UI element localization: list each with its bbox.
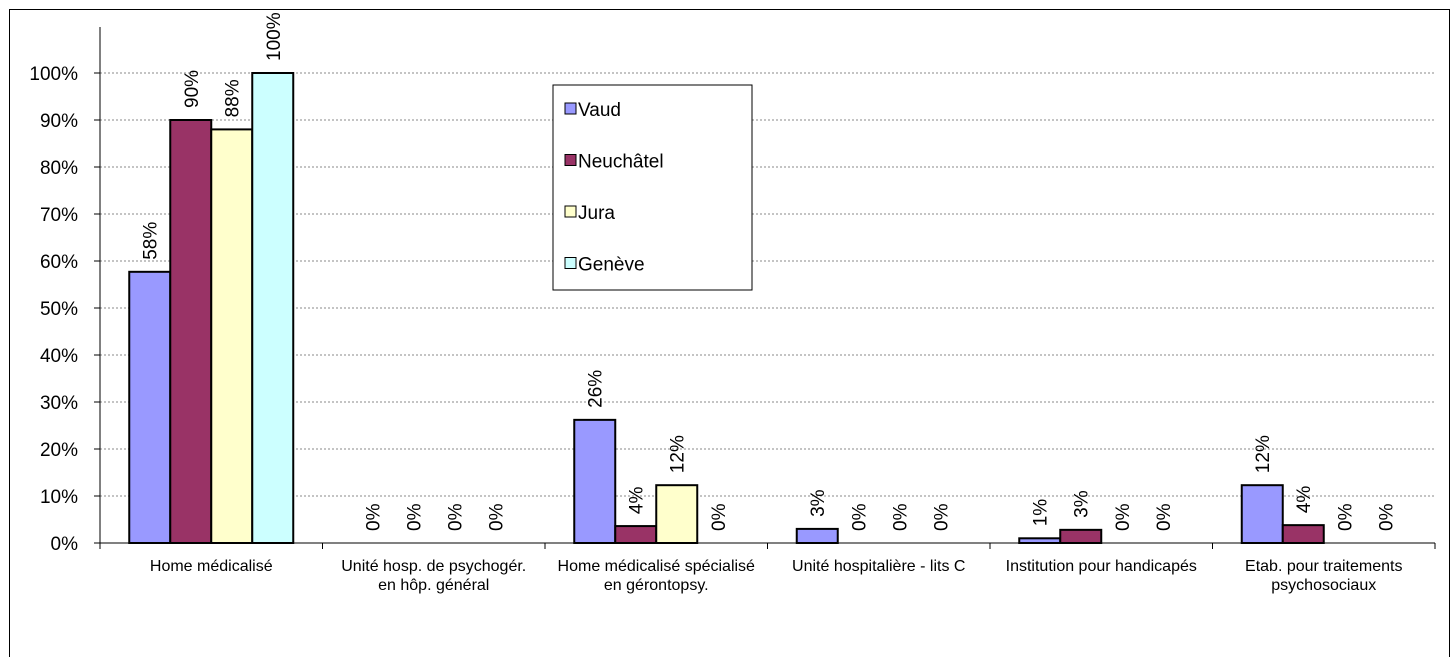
value-label: 0% (1154, 503, 1175, 531)
legend-swatch (564, 205, 577, 218)
value-label: 0% (445, 503, 466, 531)
y-tick-label: 0% (51, 534, 79, 555)
value-label: 0% (709, 503, 730, 531)
value-label: 90% (182, 70, 203, 108)
value-label: 0% (931, 503, 952, 531)
x-tick-label-box: Home médicalisé (149, 558, 273, 575)
y-tick-label: 10% (40, 487, 78, 508)
y-tick-label: 20% (40, 440, 78, 461)
value-label: 0% (363, 503, 384, 531)
value-label: 3% (1072, 490, 1093, 518)
legend-swatch (564, 102, 577, 115)
y-tick-label: 60% (40, 252, 78, 273)
legend-label: Vaud (578, 100, 621, 121)
bar (251, 72, 295, 544)
x-tick-label-box: Institution pour handicapés (1005, 558, 1197, 575)
x-tick-label: Unité hospitalière - lits C (792, 558, 966, 575)
bar (655, 484, 699, 545)
value-label: 12% (668, 435, 689, 473)
x-tick-label-box: Etab. pour traitements psychosociaux (1245, 558, 1403, 594)
value-label: 0% (1335, 503, 1356, 531)
value-label: 12% (1253, 435, 1274, 473)
bar (1281, 524, 1325, 545)
value-label: 100% (264, 12, 285, 61)
value-label: 0% (890, 503, 911, 531)
x-tick-label: Institution pour handicapés (1005, 558, 1197, 575)
bar (210, 128, 254, 544)
y-tick-label: 100% (29, 64, 78, 85)
y-tick-label: 30% (40, 393, 78, 414)
bar (1018, 537, 1062, 544)
bar (1059, 528, 1103, 545)
value-label: 3% (808, 489, 829, 517)
x-tick-label: Home médicalisé (149, 558, 273, 575)
value-label: 4% (627, 487, 648, 515)
value-label: 0% (1376, 503, 1397, 531)
legend-box (552, 84, 753, 291)
bar (169, 119, 213, 544)
y-tick-label: 70% (40, 205, 78, 226)
value-label: 4% (1294, 486, 1315, 514)
value-label: 0% (1113, 503, 1134, 531)
y-tick-label: 50% (40, 299, 78, 320)
legend-label: Jura (578, 203, 615, 224)
legend-swatch (564, 154, 577, 166)
x-tick-label-box: Home médicalisé spécialisé en gérontopsy… (557, 558, 755, 594)
legend-label: Genève (578, 255, 645, 276)
value-label: 88% (223, 79, 244, 117)
value-label: 58% (141, 222, 162, 260)
bar (128, 270, 172, 544)
bar (1240, 484, 1284, 545)
legend-label: Neuchâtel (578, 152, 664, 173)
x-tick-label-box: Unité hosp. de psychogér. en hôp. généra… (341, 558, 527, 594)
value-label: 0% (849, 503, 870, 531)
x-tick-label-box: Unité hospitalière - lits C (792, 558, 966, 575)
value-label: 26% (586, 370, 607, 408)
y-tick-label: 40% (40, 346, 78, 367)
value-label: 1% (1031, 499, 1052, 527)
bar (795, 527, 839, 545)
x-tick-label: Etab. pour traitements psychosociaux (1245, 558, 1403, 594)
y-tick-label: 80% (40, 158, 78, 179)
value-label: 0% (486, 503, 507, 531)
x-tick-label: Home médicalisé spécialisé en gérontopsy… (557, 558, 755, 594)
y-tick-label: 90% (40, 111, 78, 132)
value-label: 0% (404, 503, 425, 531)
x-tick-label: Unité hosp. de psychogér. en hôp. généra… (341, 558, 527, 594)
legend-swatch (564, 257, 577, 269)
bar (573, 418, 617, 544)
bar (614, 525, 658, 545)
